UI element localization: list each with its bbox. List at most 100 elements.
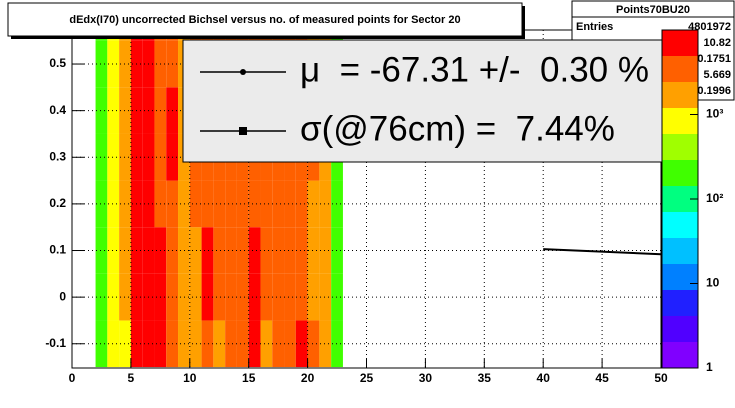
cell	[260, 320, 273, 368]
cell	[119, 40, 131, 88]
chart-title: dEdx(I70) uncorrected Bichsel versus no.…	[69, 14, 460, 26]
x-tick-label: 10	[183, 371, 197, 385]
palette-step	[662, 238, 698, 264]
x-tick-label: 20	[301, 371, 315, 385]
palette: 1 10 10² 10³	[661, 29, 723, 374]
cell	[95, 320, 108, 368]
legend-marker	[239, 127, 247, 135]
cell	[213, 320, 226, 368]
palette-step	[662, 108, 698, 134]
cell	[272, 320, 285, 368]
z-tick-label: 10	[706, 276, 720, 290]
cell	[95, 180, 108, 228]
cell	[189, 227, 202, 274]
cell	[95, 273, 108, 321]
cell	[201, 180, 214, 228]
cell	[248, 227, 261, 274]
x-tick-label: 50	[654, 371, 668, 385]
cell	[119, 227, 131, 274]
cell	[272, 273, 285, 321]
cell	[272, 180, 285, 228]
cell	[307, 273, 320, 321]
palette-step	[662, 56, 698, 82]
x-tick-label: 30	[419, 371, 433, 385]
cell	[95, 40, 108, 88]
cell	[225, 227, 237, 274]
x-tick-label: 35	[478, 371, 492, 385]
stats-value: 5.669	[703, 69, 731, 81]
cell	[295, 227, 308, 274]
z-tick-label: 1	[706, 360, 713, 374]
cell	[307, 227, 320, 274]
y-tick-label: 0.4	[49, 103, 66, 117]
x-tick-label: 45	[595, 371, 609, 385]
cell	[284, 320, 296, 368]
cell	[189, 320, 202, 368]
cell	[201, 227, 214, 274]
stats-value: 0.1996	[697, 85, 731, 97]
cell	[236, 227, 249, 274]
y-tick-label: 0.2	[49, 196, 66, 210]
cell	[201, 273, 214, 321]
cell	[331, 227, 343, 274]
cell	[213, 227, 226, 274]
cell	[307, 180, 320, 228]
cell	[319, 180, 332, 228]
cell	[295, 320, 308, 368]
cell	[248, 180, 261, 228]
cell	[107, 180, 120, 228]
cell	[213, 273, 226, 321]
cell	[248, 320, 261, 368]
legend-marker	[240, 69, 246, 75]
legend: μ = -67.31 +/- 0.30 % σ(@76cm) = 7.44%	[182, 39, 663, 163]
y-tick-label: 0.1	[49, 243, 66, 257]
cell	[119, 87, 131, 134]
cell	[331, 320, 343, 368]
cell	[107, 273, 120, 321]
cell	[95, 227, 108, 274]
palette-step	[662, 212, 698, 238]
cell	[319, 227, 332, 274]
cell	[189, 273, 202, 321]
cell	[178, 273, 190, 321]
cell	[225, 320, 237, 368]
cell	[319, 320, 332, 368]
cell	[95, 87, 108, 134]
cell	[319, 273, 332, 321]
cell	[236, 273, 249, 321]
cell	[107, 227, 120, 274]
cell	[284, 273, 296, 321]
legend-entry: μ = -67.31 +/- 0.30 %	[300, 50, 649, 89]
cell	[284, 227, 296, 274]
cell	[248, 273, 261, 321]
title-box	[7, 2, 523, 37]
stats-value: 0.1751	[697, 53, 731, 65]
cell	[95, 133, 108, 181]
cell	[178, 320, 190, 368]
cell	[119, 180, 131, 228]
cell	[225, 273, 237, 321]
legend-box	[182, 39, 663, 163]
y-tick-label: -0.1	[45, 336, 66, 350]
cell	[295, 273, 308, 321]
cell	[178, 180, 190, 228]
stats-label: Entries	[576, 21, 613, 33]
cell	[107, 320, 120, 368]
x-tick-label: 25	[360, 371, 374, 385]
legend-entry: σ(@76cm) = 7.44%	[300, 109, 615, 148]
cell	[236, 320, 249, 368]
palette-step	[662, 82, 698, 108]
palette-step	[662, 30, 698, 56]
x-tick-label: 5	[128, 371, 135, 385]
cell	[284, 180, 296, 228]
palette-step	[662, 160, 698, 186]
palette-step	[662, 134, 698, 160]
y-tick-label: 0	[59, 289, 66, 303]
cell	[119, 273, 131, 321]
cell	[331, 273, 343, 321]
cell	[236, 180, 249, 228]
fit-line	[543, 248, 662, 256]
cell	[119, 133, 131, 181]
cell	[189, 180, 202, 228]
